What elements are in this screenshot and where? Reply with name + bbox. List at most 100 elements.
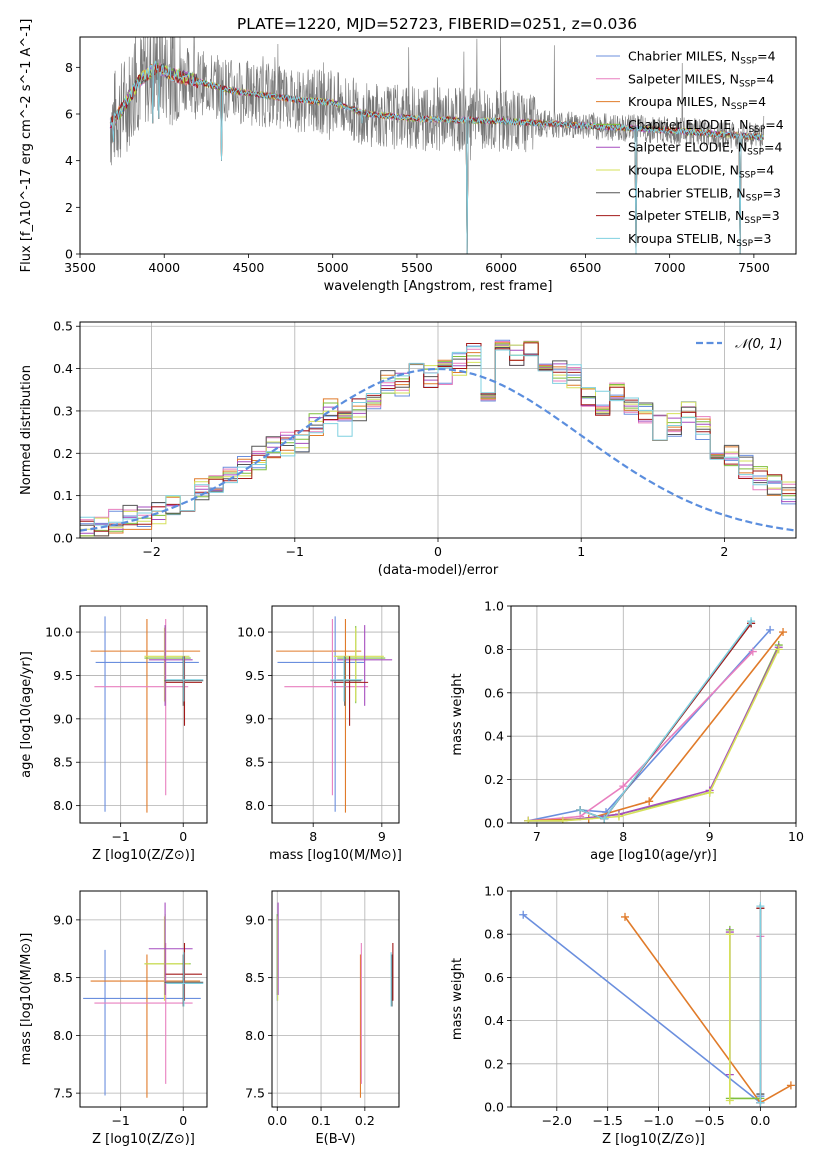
x-tick-label: −2: [142, 544, 160, 559]
y-tick-label: 9.0: [245, 711, 265, 726]
x-tick-label: −2.0: [542, 1113, 572, 1128]
legend-entry: Chabrier STELIB, NSSP=3: [628, 185, 781, 203]
weight-line: [528, 651, 754, 822]
y-tick-label: 0.2: [484, 772, 504, 787]
x-axis-label: wavelength [Angstrom, rest frame]: [324, 279, 553, 294]
errorbar-point: [337, 625, 393, 706]
plot-area: [83, 902, 204, 1098]
legend-tail: =4: [765, 117, 783, 132]
y-axis-label: Flux [f_λ10^-17 erg cm^-2 s^-1 A^-1]: [19, 19, 34, 273]
spectrum-model-line: [109, 61, 764, 254]
x-tick-label: 0.1: [311, 1113, 331, 1128]
x-tick-label: 7500: [738, 260, 770, 275]
axes-frame: [510, 890, 797, 1108]
legend-sub: SSP: [747, 148, 764, 158]
weight-line: [579, 622, 752, 820]
legend-sub: SSP: [731, 102, 748, 112]
weight-marker: [705, 788, 714, 797]
weight-marker: [576, 805, 585, 814]
y-tick-label: 9.0: [53, 912, 73, 927]
errorbar-point: [333, 656, 369, 726]
y-tick-label: 0.3: [53, 403, 73, 418]
x-tick-label: 5500: [401, 260, 433, 275]
weight-marker: [756, 1098, 765, 1107]
panel-z-mass: −1 0 7.5 8.0 8.5 9.0 Z [log10(Z/Z⊙)] mass [log1…: [19, 890, 208, 1147]
y-axis-label: age [log10(age/yr)]: [19, 651, 34, 778]
legend-sub: SSP: [744, 216, 761, 226]
errorbar-point: [333, 627, 384, 702]
weight-series: [576, 617, 756, 823]
errorbar-point: [90, 954, 201, 1098]
y-tick-label: 10.0: [237, 625, 265, 640]
x-axis-label: E(B-V): [315, 1132, 355, 1147]
errorbar-point: [90, 619, 201, 813]
axes-frame: [79, 890, 208, 1108]
x-tick-label: 9: [378, 829, 386, 844]
panel-residuals: −2 −1 0 1 2 0.0 0.1 0.2 0.3 0.4 0.5 𝒩(0, 1) (data-mo…: [19, 319, 797, 578]
y-tick-label: 0.0: [484, 1100, 504, 1115]
legend-entry: Kroupa MILES, NSSP=4: [628, 94, 766, 112]
x-tick-label: 8: [309, 829, 317, 844]
legend-tail: =4: [748, 94, 766, 109]
errorbar-point: [144, 627, 190, 702]
x-tick-label: 0: [179, 1113, 187, 1128]
y-tick-label: 10.0: [45, 625, 73, 640]
spectrum-model-line: [109, 61, 764, 254]
errorbar-point: [148, 902, 193, 995]
y-tick-label: 7.5: [245, 1086, 265, 1101]
spectrum-model-line: [109, 62, 764, 254]
errorbar-point: [165, 952, 204, 1007]
weight-series: [524, 645, 783, 823]
weight-line: [579, 620, 752, 820]
panel-age-weight: 7 8 9 10 0.0 0.2 0.4 0.6 0.8 1.0 age [log10(age/yr…: [450, 599, 804, 864]
legend-sub: SSP: [736, 239, 753, 249]
legend-text: Chabrier MILES, N: [628, 49, 740, 64]
weight-series: [524, 641, 783, 823]
legend-tail: =3: [761, 208, 779, 223]
x-tick-label: 3500: [64, 260, 96, 275]
y-tick-label: 0.5: [53, 319, 73, 334]
y-tick-label: 8.5: [245, 970, 265, 985]
plot-area: [80, 339, 796, 537]
legend-entry: Salpeter STELIB, NSSP=3: [628, 208, 780, 226]
legend-tail: =4: [764, 140, 782, 155]
y-tick-label: 0.6: [484, 685, 504, 700]
legend-entry: Kroupa STELIB, NSSP=3: [628, 231, 772, 249]
x-tick-label: 10: [788, 829, 804, 844]
plot-area: [276, 616, 393, 813]
errorbar-point: [83, 949, 201, 1096]
x-tick-label: 2: [720, 544, 728, 559]
spectrum-data-line: [110, 37, 765, 166]
histogram-step: [80, 342, 796, 532]
y-tick-label: 0.4: [53, 361, 73, 376]
panel-z-weight: −2.0 −1.5 −1.0 −0.5 0.0 0.0 0.2 0.4 0.6 0.8 1.0 Z […: [450, 884, 797, 1147]
y-tick-label: 0.6: [484, 970, 504, 985]
legend-text: Kroupa STELIB, N: [628, 231, 736, 246]
weight-marker: [748, 647, 757, 656]
weight-line: [729, 929, 761, 1100]
plot-area: [524, 617, 788, 823]
legend-text: Salpeter STELIB, N: [628, 208, 744, 223]
errorbar-point: [94, 942, 193, 1084]
x-tick-label: 0.2: [355, 1113, 375, 1128]
weight-line: [522, 914, 762, 1105]
y-tick-label: 9.5: [53, 668, 73, 683]
x-tick-label: 0.0: [750, 1113, 770, 1128]
y-tick-label: 7.5: [53, 1086, 73, 1101]
x-tick-label: 8: [619, 829, 627, 844]
histogram-step: [80, 346, 796, 526]
figure-title: PLATE=1220, MJD=52723, FIBERID=0251, z=0…: [237, 15, 637, 33]
weight-line: [624, 916, 792, 1104]
x-axis-label: (data-model)/error: [378, 563, 499, 578]
axes-frame: [510, 605, 797, 824]
x-tick-label: −1: [111, 829, 129, 844]
legend-entry: Kroupa ELODIE, NSSP=4: [628, 163, 774, 181]
x-tick-label: 0: [179, 829, 187, 844]
y-tick-label: 0.0: [484, 816, 504, 831]
legend-sub: SSP: [740, 57, 757, 67]
weight-marker: [786, 1081, 795, 1090]
weight-marker: [621, 912, 629, 921]
plot-area: [90, 616, 204, 813]
weight-marker: [779, 628, 788, 637]
